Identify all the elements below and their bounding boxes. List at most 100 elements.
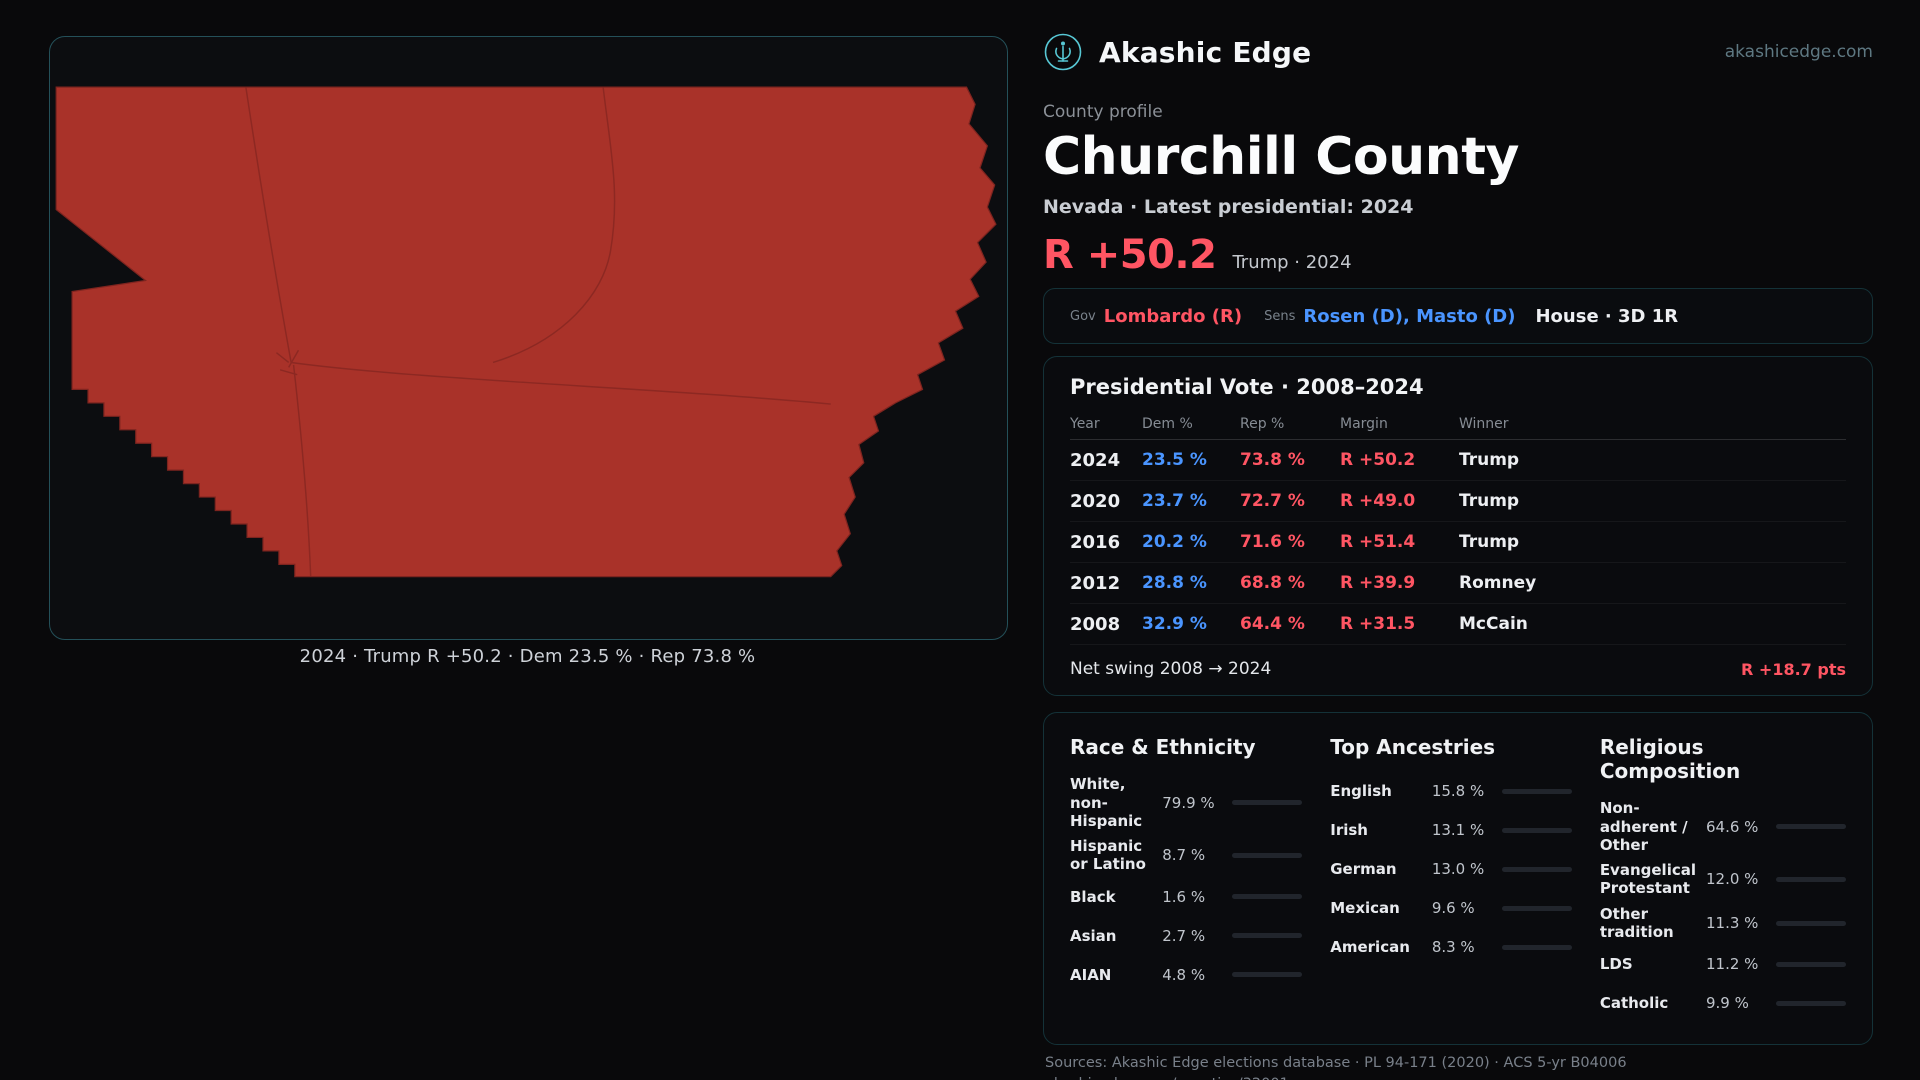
demo-label: Mexican [1330, 899, 1400, 918]
cell-winner: Trump [1459, 532, 1520, 553]
table-row: 2024 23.5 % 73.8 % R +50.2 Trump [1070, 440, 1846, 482]
demographics-card: Race & Ethnicity White, non-Hispanic 79.… [1043, 712, 1873, 1046]
cell-dem-pct: 20.2 % [1142, 532, 1207, 553]
table-header-row: Year Dem % Rep % Margin Winner [1070, 409, 1846, 441]
demo-label: Catholic [1599, 994, 1669, 1013]
demo-bar [1501, 905, 1572, 911]
demo-label: Asian [1070, 926, 1117, 945]
cell-year: 2016 [1070, 531, 1121, 553]
demo-label: Evangelical Protestant [1599, 861, 1696, 898]
demo-row: Evangelical Protestant 12.0 % [1600, 861, 1846, 898]
demo-row: AIAN 4.8 % [1070, 959, 1303, 991]
margin-note: Trump · 2024 [1232, 252, 1352, 274]
demo-row: Catholic 9.9 % [1600, 987, 1846, 1019]
demo-row: Other tradition 11.3 % [1600, 905, 1846, 942]
cell-year: 2024 [1070, 449, 1121, 471]
demo-bar [1501, 827, 1572, 833]
brand: Akashic Edge [1043, 32, 1311, 72]
cell-dem-pct: 28.8 % [1142, 573, 1207, 594]
cell-rep-pct: 72.7 % [1240, 491, 1305, 512]
county-info-column: Akashic Edge akashicedge.com County prof… [1043, 30, 1873, 1080]
presidential-card-title: Presidential Vote · 2008–2024 [1070, 375, 1424, 400]
akashic-edge-logo-icon [1043, 32, 1083, 72]
demo-row: Hispanic or Latino 8.7 % [1070, 837, 1303, 874]
demo-label: Non-adherent / Other [1599, 799, 1688, 854]
county-subtitle: Nevada · Latest presidential: 2024 [1043, 196, 1414, 219]
demo-label: White, non-Hispanic [1070, 775, 1143, 830]
religious-composition-column: Religious Composition Non-adherent / Oth… [1600, 735, 1846, 1026]
cell-margin: R +51.4 [1340, 532, 1416, 553]
cell-winner: Trump [1459, 450, 1520, 471]
top-ancestries-title: Top Ancestries [1330, 735, 1496, 760]
demo-row: Black 1.6 % [1070, 881, 1303, 913]
demo-bar [1776, 961, 1846, 967]
table-row: 2008 32.9 % 64.4 % R +31.5 McCain [1070, 604, 1846, 646]
cell-year: 2020 [1070, 490, 1121, 512]
net-swing-row: Net swing 2008 → 2024 R +18.7 pts [1070, 645, 1846, 679]
demo-row: German 13.0 % [1330, 853, 1572, 885]
gov-label: Gov [1070, 308, 1096, 324]
demo-value: 12.0 % [1706, 870, 1759, 889]
cell-margin: R +50.2 [1340, 450, 1416, 471]
demo-bar [1501, 944, 1572, 950]
officials-bar: Gov Lombardo (R) Sens Rosen (D), Masto (… [1043, 288, 1873, 345]
demo-value: 9.9 % [1706, 994, 1749, 1013]
sens-label: Sens [1264, 308, 1296, 324]
county-map [55, 86, 997, 578]
cell-dem-pct: 23.7 % [1142, 491, 1207, 512]
map-caption: 2024 · Trump R +50.2 · Dem 23.5 % · Rep … [299, 646, 756, 667]
race-ethnicity-column: Race & Ethnicity White, non-Hispanic 79.… [1070, 735, 1303, 1026]
net-swing-label: Net swing 2008 → 2024 [1070, 659, 1272, 680]
county-map-panel [49, 36, 1008, 640]
demo-value: 8.7 % [1162, 846, 1206, 865]
col-header-year: Year [1070, 416, 1100, 433]
cell-margin: R +39.9 [1340, 573, 1416, 594]
margin-value: R +50.2 [1043, 232, 1217, 279]
site-link[interactable]: akashicedge.com [1724, 42, 1873, 62]
county-title: Churchill County [1043, 127, 1519, 187]
cell-dem-pct: 32.9 % [1142, 614, 1207, 635]
demo-value: 9.6 % [1431, 899, 1475, 918]
demo-label: LDS [1599, 955, 1633, 974]
demo-value: 1.6 % [1162, 887, 1206, 906]
cell-rep-pct: 64.4 % [1240, 614, 1305, 635]
demo-label: Hispanic or Latino [1070, 837, 1146, 874]
col-header-margin: Margin [1340, 416, 1388, 433]
demo-label: English [1330, 782, 1392, 801]
demo-value: 2.7 % [1162, 926, 1206, 945]
demo-bar [1776, 824, 1846, 830]
cell-year: 2008 [1070, 613, 1121, 635]
table-row: 2020 23.7 % 72.7 % R +49.0 Trump [1070, 481, 1846, 523]
demo-bar [1232, 933, 1303, 939]
demo-value: 15.8 % [1431, 782, 1485, 801]
demo-value: 64.6 % [1706, 817, 1759, 836]
demo-value: 11.2 % [1706, 955, 1759, 974]
demo-row: LDS 11.2 % [1600, 948, 1846, 980]
demo-bar [1232, 972, 1303, 978]
demo-bar [1501, 866, 1572, 872]
demo-row: Non-adherent / Other 64.6 % [1600, 799, 1846, 854]
demo-value: 4.8 % [1162, 965, 1206, 984]
demo-label: German [1330, 860, 1397, 879]
race-ethnicity-title: Race & Ethnicity [1070, 735, 1256, 760]
cell-rep-pct: 71.6 % [1240, 532, 1305, 553]
demo-bar [1776, 920, 1846, 926]
page-kicker: County profile [1043, 102, 1163, 122]
cell-winner: McCain [1459, 614, 1528, 635]
demo-value: 13.1 % [1431, 821, 1485, 840]
demo-row: Irish 13.1 % [1330, 814, 1572, 846]
demo-row: Asian 2.7 % [1070, 920, 1303, 952]
demo-label: Black [1070, 887, 1116, 906]
table-row: 2016 20.2 % 71.6 % R +51.4 Trump [1070, 522, 1846, 564]
sources-line-2: akashicedge.com/counties/32001 [1045, 1074, 1871, 1080]
demo-bar [1501, 788, 1572, 794]
demo-bar [1776, 876, 1846, 882]
demo-bar [1232, 852, 1303, 858]
cell-margin: R +49.0 [1340, 491, 1416, 512]
demo-value: 11.3 % [1706, 914, 1759, 933]
demo-value: 79.9 % [1162, 793, 1215, 812]
cell-winner: Trump [1459, 491, 1520, 512]
col-header-winner: Winner [1459, 416, 1509, 433]
demo-label: Other tradition [1599, 904, 1674, 942]
demo-value: 8.3 % [1431, 938, 1475, 957]
